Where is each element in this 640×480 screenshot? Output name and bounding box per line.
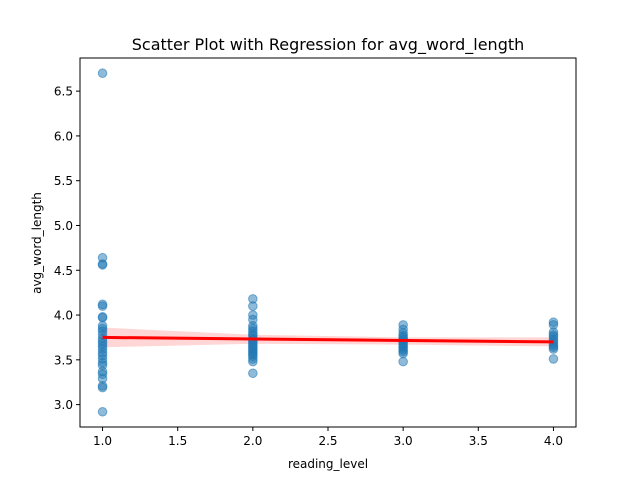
x-tick-label-2: 2.0 [243,434,262,448]
data-point-77 [548,354,559,364]
confidence-band-layer [102,327,554,348]
points-layer [97,68,559,417]
data-point-0 [97,68,108,79]
y-tick-label-3: 4.5 [54,264,73,278]
data-point-49 [248,356,258,367]
chart-title: Scatter Plot with Regression for avg_wor… [132,35,525,55]
regression-confidence-band [102,327,554,348]
x-tick-label-0: 1.0 [93,434,112,448]
y-axis-label: avg_word_length [30,192,44,294]
data-point-50 [248,368,258,379]
data-point-7 [97,312,108,323]
data-point-27 [97,406,108,417]
y-tick-label-0: 3.0 [54,398,73,412]
data-point-5 [97,301,108,311]
data-point-29 [248,301,258,311]
data-point-76 [548,344,559,354]
y-axis-ticks: 3.0 3.5 4.0 4.5 5.0 5.5 6.0 6.5 [54,85,80,412]
y-tick-label-2: 4.0 [54,309,73,323]
y-tick-label-6: 6.0 [54,129,73,143]
data-point-64 [398,348,408,359]
x-axis-ticks: 1.0 1.5 2.0 2.5 3.0 3.5 4.0 [93,427,563,448]
x-tick-label-1: 1.5 [168,434,187,448]
data-point-26 [97,382,108,393]
x-tick-label-4: 3.0 [394,434,413,448]
y-tick-label-5: 5.5 [54,174,73,188]
y-tick-label-4: 5.0 [54,219,73,233]
y-tick-label-1: 3.5 [54,353,73,367]
plot-frame [79,57,577,428]
x-tick-label-5: 3.5 [469,434,488,448]
regression-layer [102,335,554,344]
x-tick-label-3: 2.5 [318,434,337,448]
data-point-65 [398,356,408,367]
y-tick-label-7: 6.5 [54,85,73,99]
regression-line [102,335,554,344]
data-point-3 [97,260,108,270]
x-tick-label-6: 4.0 [544,434,563,448]
x-axis-label: reading_level [288,457,368,471]
